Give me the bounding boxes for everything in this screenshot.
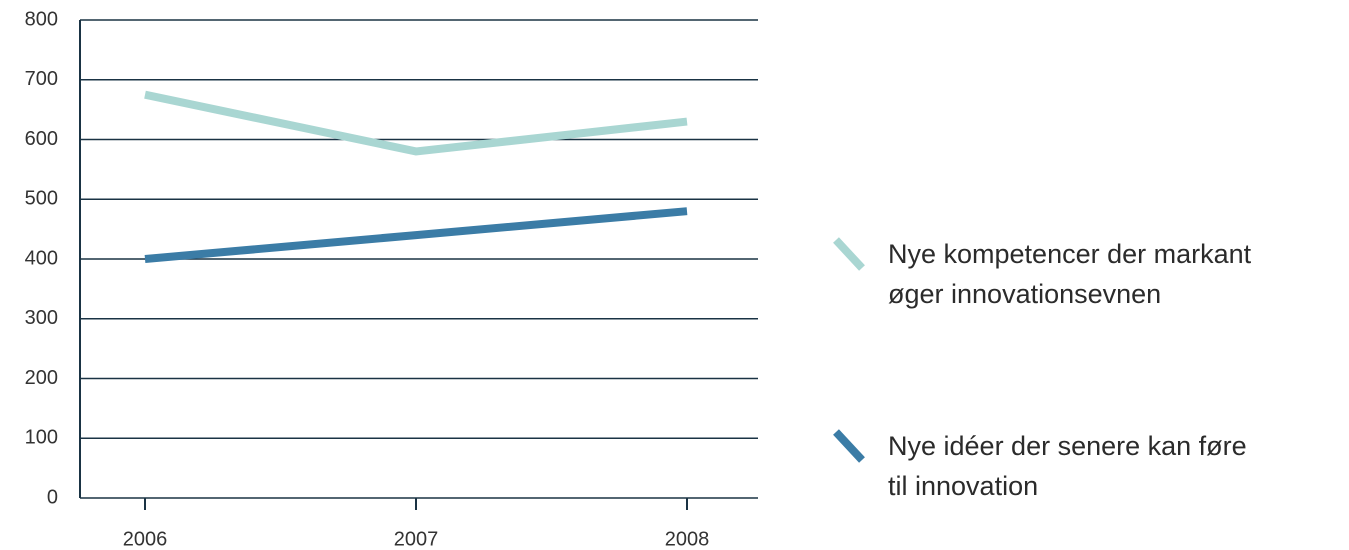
line-series [144, 90, 688, 156]
legend-marker [833, 429, 865, 463]
y-tick-label: 700 [25, 68, 58, 90]
x-tick-label: 2008 [665, 528, 710, 550]
y-tick-label: 600 [25, 128, 58, 150]
legend-label: Nye idéer der senere kan føre til innova… [888, 431, 1247, 501]
y-tick-label: 0 [47, 486, 58, 508]
y-tick-label: 100 [25, 427, 58, 449]
legend-marker [833, 237, 865, 271]
y-tick-label: 200 [25, 367, 58, 389]
x-tick-label: 2006 [123, 528, 168, 550]
y-tick-label: 400 [25, 247, 58, 269]
y-tick-label: 300 [25, 307, 58, 329]
legend-label: Nye kompetencer der markant øger innovat… [888, 239, 1252, 309]
y-tick-label: 500 [25, 188, 58, 210]
line-series [144, 207, 688, 263]
x-tick-label: 2007 [394, 528, 439, 550]
y-tick-label: 800 [25, 8, 58, 30]
